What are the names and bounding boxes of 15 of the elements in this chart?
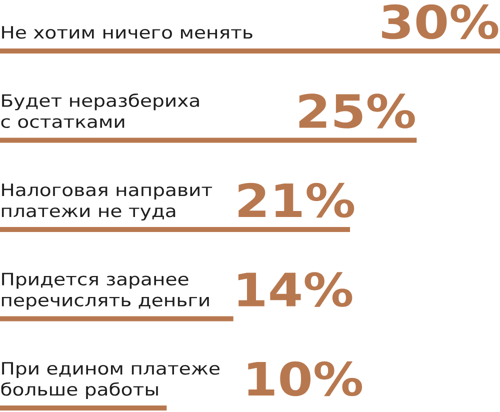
data-label: 10% (248, 361, 362, 396)
bar (0, 406, 167, 411)
y-tick-label: Налоговая направит платежи не туда (2, 184, 212, 221)
data-label: 30% (382, 4, 498, 40)
bar (0, 227, 350, 232)
y-tick-label: Придется заранее перечислять деньги (2, 272, 209, 310)
y-tick-label: Будет неразбериха с остатками (1, 94, 199, 128)
data-label: 21% (238, 182, 354, 218)
data-label: 25% (299, 94, 415, 128)
bar (0, 138, 417, 143)
y-tick-label: Не хотим ничего менять (2, 26, 252, 39)
y-tick-label: При едином платеже больше работы (1, 362, 220, 400)
bar (0, 316, 234, 322)
data-label: 14% (238, 272, 352, 307)
bar (0, 48, 500, 54)
